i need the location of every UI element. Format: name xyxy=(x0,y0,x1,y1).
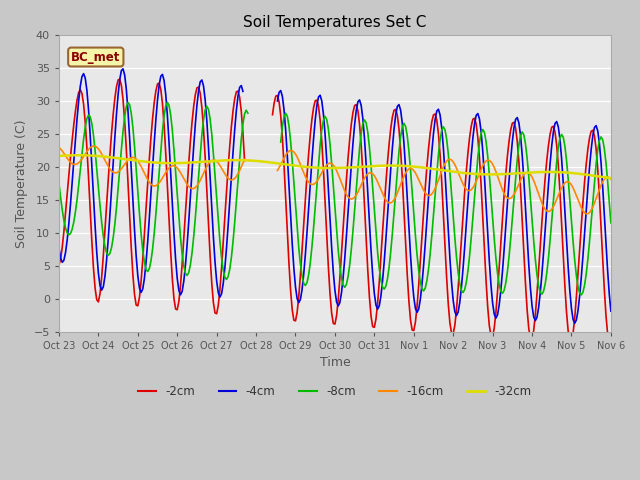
Legend: -2cm, -4cm, -8cm, -16cm, -32cm: -2cm, -4cm, -8cm, -16cm, -32cm xyxy=(133,380,536,403)
Text: BC_met: BC_met xyxy=(71,50,120,63)
X-axis label: Time: Time xyxy=(319,356,350,369)
Y-axis label: Soil Temperature (C): Soil Temperature (C) xyxy=(15,119,28,248)
Title: Soil Temperatures Set C: Soil Temperatures Set C xyxy=(243,15,427,30)
